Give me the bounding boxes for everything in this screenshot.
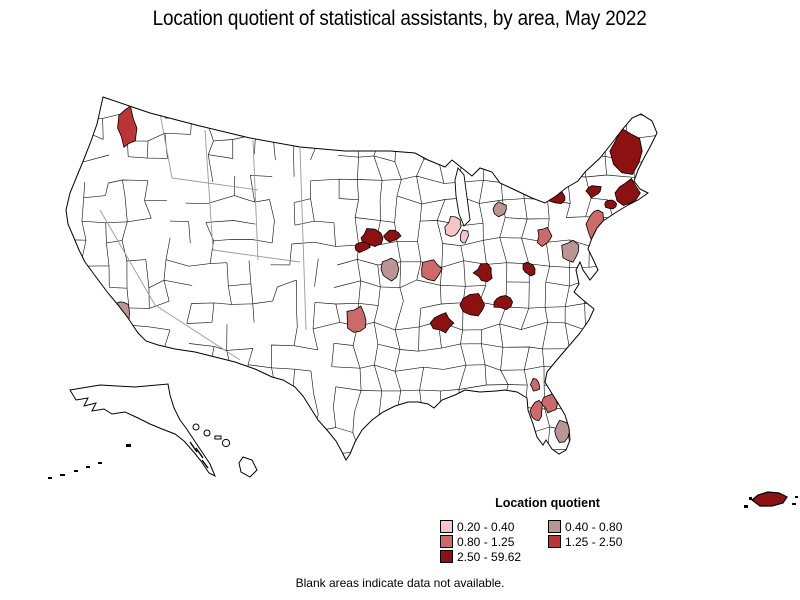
map-region [421, 259, 443, 282]
map-region [536, 226, 553, 248]
legend: Location quotient 0.20 - 0.40 0.80 - 1.2… [440, 496, 690, 564]
map-region [459, 229, 469, 244]
footer-note: Blank areas indicate data not available. [295, 576, 505, 590]
legend-item: 2.50 - 59.62 [440, 549, 548, 564]
legend-swatch [440, 550, 453, 563]
map-region [346, 305, 367, 333]
mainland-outline [65, 96, 658, 461]
map-region [540, 393, 558, 414]
map-region [444, 216, 462, 237]
puerto-rico [744, 491, 798, 508]
pr-outlying-islands [744, 496, 798, 508]
state-border-lines [99, 112, 307, 361]
map-region [493, 295, 514, 311]
hawaii-islands [192, 423, 258, 478]
legend-label: 0.80 - 1.25 [457, 534, 515, 549]
legend-item: 0.20 - 0.40 [440, 519, 548, 534]
map-region [492, 201, 507, 218]
map-region [604, 199, 618, 210]
map-region [472, 262, 493, 283]
map-region [585, 209, 605, 245]
map-region [117, 105, 138, 148]
highlighted-areas [113, 105, 643, 443]
legend-item: 0.80 - 1.25 [440, 534, 548, 549]
map-region [459, 293, 486, 317]
panhandle-detail [189, 441, 209, 469]
map-region [522, 261, 536, 277]
map-region [609, 127, 643, 175]
map-region [585, 185, 602, 199]
map-region [360, 228, 384, 248]
legend-label: 2.50 - 59.62 [457, 549, 522, 564]
legend-label: 0.40 - 0.80 [565, 519, 623, 534]
legend-title: Location quotient [495, 496, 600, 510]
legend-item: 1.25 - 2.50 [548, 534, 622, 549]
legend-item: 0.40 - 0.80 [548, 519, 622, 534]
legend-swatch [440, 520, 453, 533]
legend-swatch [548, 535, 561, 548]
map-region [546, 190, 566, 205]
map-region [383, 229, 402, 243]
map-region [380, 257, 400, 282]
map-region [354, 241, 371, 253]
map-region [554, 419, 571, 443]
aleutian-islands [48, 444, 131, 479]
puerto-rico-island [751, 491, 788, 507]
legend-swatch [440, 535, 453, 548]
map-region [113, 301, 130, 327]
map-region [561, 239, 580, 263]
page-title: Location quotient of statistical assista… [153, 6, 647, 30]
map-region [529, 377, 541, 392]
legend-label: 0.20 - 0.40 [457, 519, 515, 534]
legend-label: 1.25 - 2.50 [565, 534, 623, 549]
map-region [614, 177, 641, 206]
legend-swatch [548, 520, 561, 533]
lake-michigan [454, 167, 471, 227]
map-region [529, 399, 543, 422]
alaska [48, 383, 216, 479]
map-region [429, 312, 455, 334]
